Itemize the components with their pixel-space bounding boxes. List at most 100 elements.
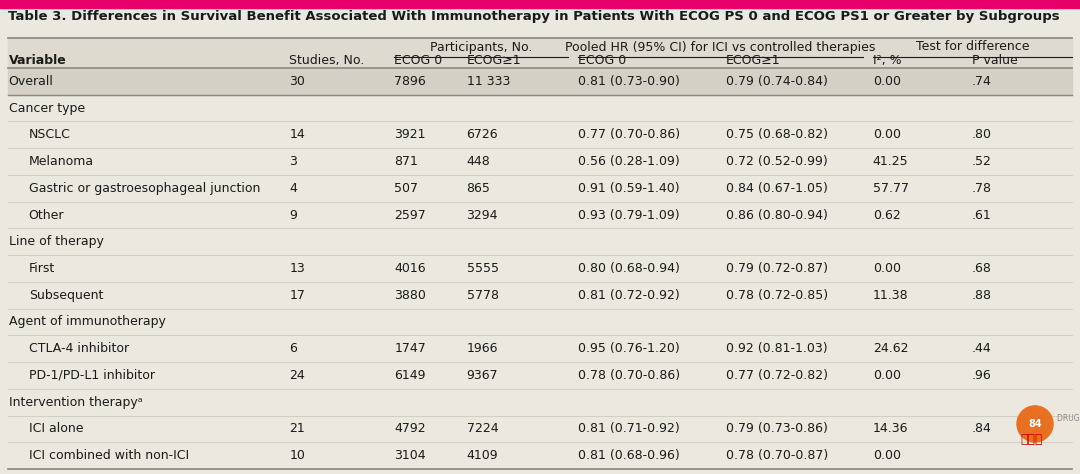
Text: 57.77: 57.77 — [873, 182, 908, 195]
Text: 1966: 1966 — [467, 342, 498, 355]
Bar — [8, 38, 1072, 68]
Text: 5778: 5778 — [467, 289, 499, 302]
Text: 21: 21 — [289, 422, 306, 436]
Text: 5555: 5555 — [467, 262, 499, 275]
Circle shape — [1017, 406, 1053, 442]
Text: 3921: 3921 — [394, 128, 426, 141]
Text: 0.95 (0.76-1.20): 0.95 (0.76-1.20) — [578, 342, 679, 355]
Text: ECOG≥1: ECOG≥1 — [726, 54, 781, 67]
Text: .61: .61 — [972, 209, 991, 221]
Text: Studies, No.: Studies, No. — [289, 54, 365, 67]
Text: 0.81 (0.73-0.90): 0.81 (0.73-0.90) — [578, 75, 679, 88]
Text: 0.00: 0.00 — [873, 449, 901, 462]
Text: Table 3. Differences in Survival Benefit Associated With Immunotherapy in Patien: Table 3. Differences in Survival Benefit… — [8, 10, 1059, 23]
Text: 4: 4 — [289, 182, 297, 195]
Text: 0.80 (0.68-0.94): 0.80 (0.68-0.94) — [578, 262, 679, 275]
Text: 30: 30 — [289, 75, 306, 88]
Text: 9: 9 — [289, 209, 297, 221]
Text: 0.81 (0.68-0.96): 0.81 (0.68-0.96) — [578, 449, 679, 462]
Text: NSCLC: NSCLC — [29, 128, 70, 141]
Text: DRUG TIMES: DRUG TIMES — [1057, 414, 1080, 423]
Text: .84: .84 — [972, 422, 991, 436]
Text: 0.00: 0.00 — [873, 369, 901, 382]
Text: ICI alone: ICI alone — [29, 422, 83, 436]
Text: ICI combined with non-ICI: ICI combined with non-ICI — [29, 449, 189, 462]
Text: CTLA-4 inhibitor: CTLA-4 inhibitor — [29, 342, 129, 355]
Text: 3: 3 — [289, 155, 297, 168]
Text: 0.78 (0.72-0.85): 0.78 (0.72-0.85) — [726, 289, 828, 302]
Text: 14.36: 14.36 — [873, 422, 908, 436]
Text: Subsequent: Subsequent — [29, 289, 103, 302]
Text: 24.62: 24.62 — [873, 342, 908, 355]
Text: Line of therapy: Line of therapy — [9, 235, 104, 248]
Text: 0.81 (0.71-0.92): 0.81 (0.71-0.92) — [578, 422, 679, 436]
Text: ECOG≥1: ECOG≥1 — [467, 54, 522, 67]
Bar — [8, 68, 1072, 95]
Text: 0.79 (0.74-0.84): 0.79 (0.74-0.84) — [726, 75, 827, 88]
Text: Variable: Variable — [9, 54, 66, 67]
Text: 0.77 (0.72-0.82): 0.77 (0.72-0.82) — [726, 369, 827, 382]
Text: 7224: 7224 — [467, 422, 498, 436]
Text: 3104: 3104 — [394, 449, 426, 462]
Text: Participants, No.: Participants, No. — [430, 40, 532, 54]
Text: Cancer type: Cancer type — [9, 101, 84, 115]
Text: 17: 17 — [289, 289, 306, 302]
Text: 药剑代: 药剑代 — [1020, 433, 1042, 446]
Text: 7896: 7896 — [394, 75, 426, 88]
Text: Agent of immunotherapy: Agent of immunotherapy — [9, 316, 165, 328]
Text: 9367: 9367 — [467, 369, 498, 382]
Text: 0.92 (0.81-1.03): 0.92 (0.81-1.03) — [726, 342, 827, 355]
Text: 0.78 (0.70-0.86): 0.78 (0.70-0.86) — [578, 369, 680, 382]
Text: Other: Other — [29, 209, 64, 221]
Text: 11 333: 11 333 — [467, 75, 510, 88]
Text: 0.00: 0.00 — [873, 128, 901, 141]
Bar — [0, 0, 1080, 8]
Text: 871: 871 — [394, 155, 418, 168]
Text: 10: 10 — [289, 449, 306, 462]
Text: 4792: 4792 — [394, 422, 426, 436]
Text: 4016: 4016 — [394, 262, 426, 275]
Text: Overall: Overall — [9, 75, 54, 88]
Text: 0.86 (0.80-0.94): 0.86 (0.80-0.94) — [726, 209, 827, 221]
Text: 0.56 (0.28-1.09): 0.56 (0.28-1.09) — [578, 155, 679, 168]
Text: 11.38: 11.38 — [873, 289, 908, 302]
Text: .78: .78 — [972, 182, 993, 195]
Text: 4109: 4109 — [467, 449, 498, 462]
Text: 0.78 (0.70-0.87): 0.78 (0.70-0.87) — [726, 449, 828, 462]
Text: ECOG 0: ECOG 0 — [578, 54, 626, 67]
Text: I², %: I², % — [873, 54, 902, 67]
Text: 84: 84 — [1028, 419, 1042, 429]
Text: .96: .96 — [972, 369, 991, 382]
Text: 0.79 (0.73-0.86): 0.79 (0.73-0.86) — [726, 422, 827, 436]
Text: 865: 865 — [467, 182, 490, 195]
Text: 507: 507 — [394, 182, 418, 195]
Text: 0.75 (0.68-0.82): 0.75 (0.68-0.82) — [726, 128, 827, 141]
Text: 3880: 3880 — [394, 289, 427, 302]
Text: First: First — [29, 262, 55, 275]
Text: 0.93 (0.79-1.09): 0.93 (0.79-1.09) — [578, 209, 679, 221]
Text: 0.62: 0.62 — [873, 209, 901, 221]
Text: .80: .80 — [972, 128, 993, 141]
Text: 24: 24 — [289, 369, 306, 382]
Text: 0.84 (0.67-1.05): 0.84 (0.67-1.05) — [726, 182, 827, 195]
Text: 6149: 6149 — [394, 369, 426, 382]
Text: 0.79 (0.72-0.87): 0.79 (0.72-0.87) — [726, 262, 827, 275]
Text: 3294: 3294 — [467, 209, 498, 221]
Text: 0.00: 0.00 — [873, 75, 901, 88]
Text: 0.00: 0.00 — [873, 262, 901, 275]
Text: P value: P value — [972, 54, 1017, 67]
Text: 2597: 2597 — [394, 209, 426, 221]
Text: 0.81 (0.72-0.92): 0.81 (0.72-0.92) — [578, 289, 679, 302]
Text: .68: .68 — [972, 262, 991, 275]
Text: 0.72 (0.52-0.99): 0.72 (0.52-0.99) — [726, 155, 827, 168]
Text: Gastric or gastroesophageal junction: Gastric or gastroesophageal junction — [29, 182, 260, 195]
Text: 6: 6 — [289, 342, 297, 355]
Text: Melanoma: Melanoma — [29, 155, 94, 168]
Text: 13: 13 — [289, 262, 306, 275]
Text: PD-1/PD-L1 inhibitor: PD-1/PD-L1 inhibitor — [29, 369, 154, 382]
Text: 448: 448 — [467, 155, 490, 168]
Text: 41.25: 41.25 — [873, 155, 908, 168]
Text: Pooled HR (95% CI) for ICI vs controlled therapies: Pooled HR (95% CI) for ICI vs controlled… — [565, 40, 876, 54]
Text: 14: 14 — [289, 128, 306, 141]
Text: 0.91 (0.59-1.40): 0.91 (0.59-1.40) — [578, 182, 679, 195]
